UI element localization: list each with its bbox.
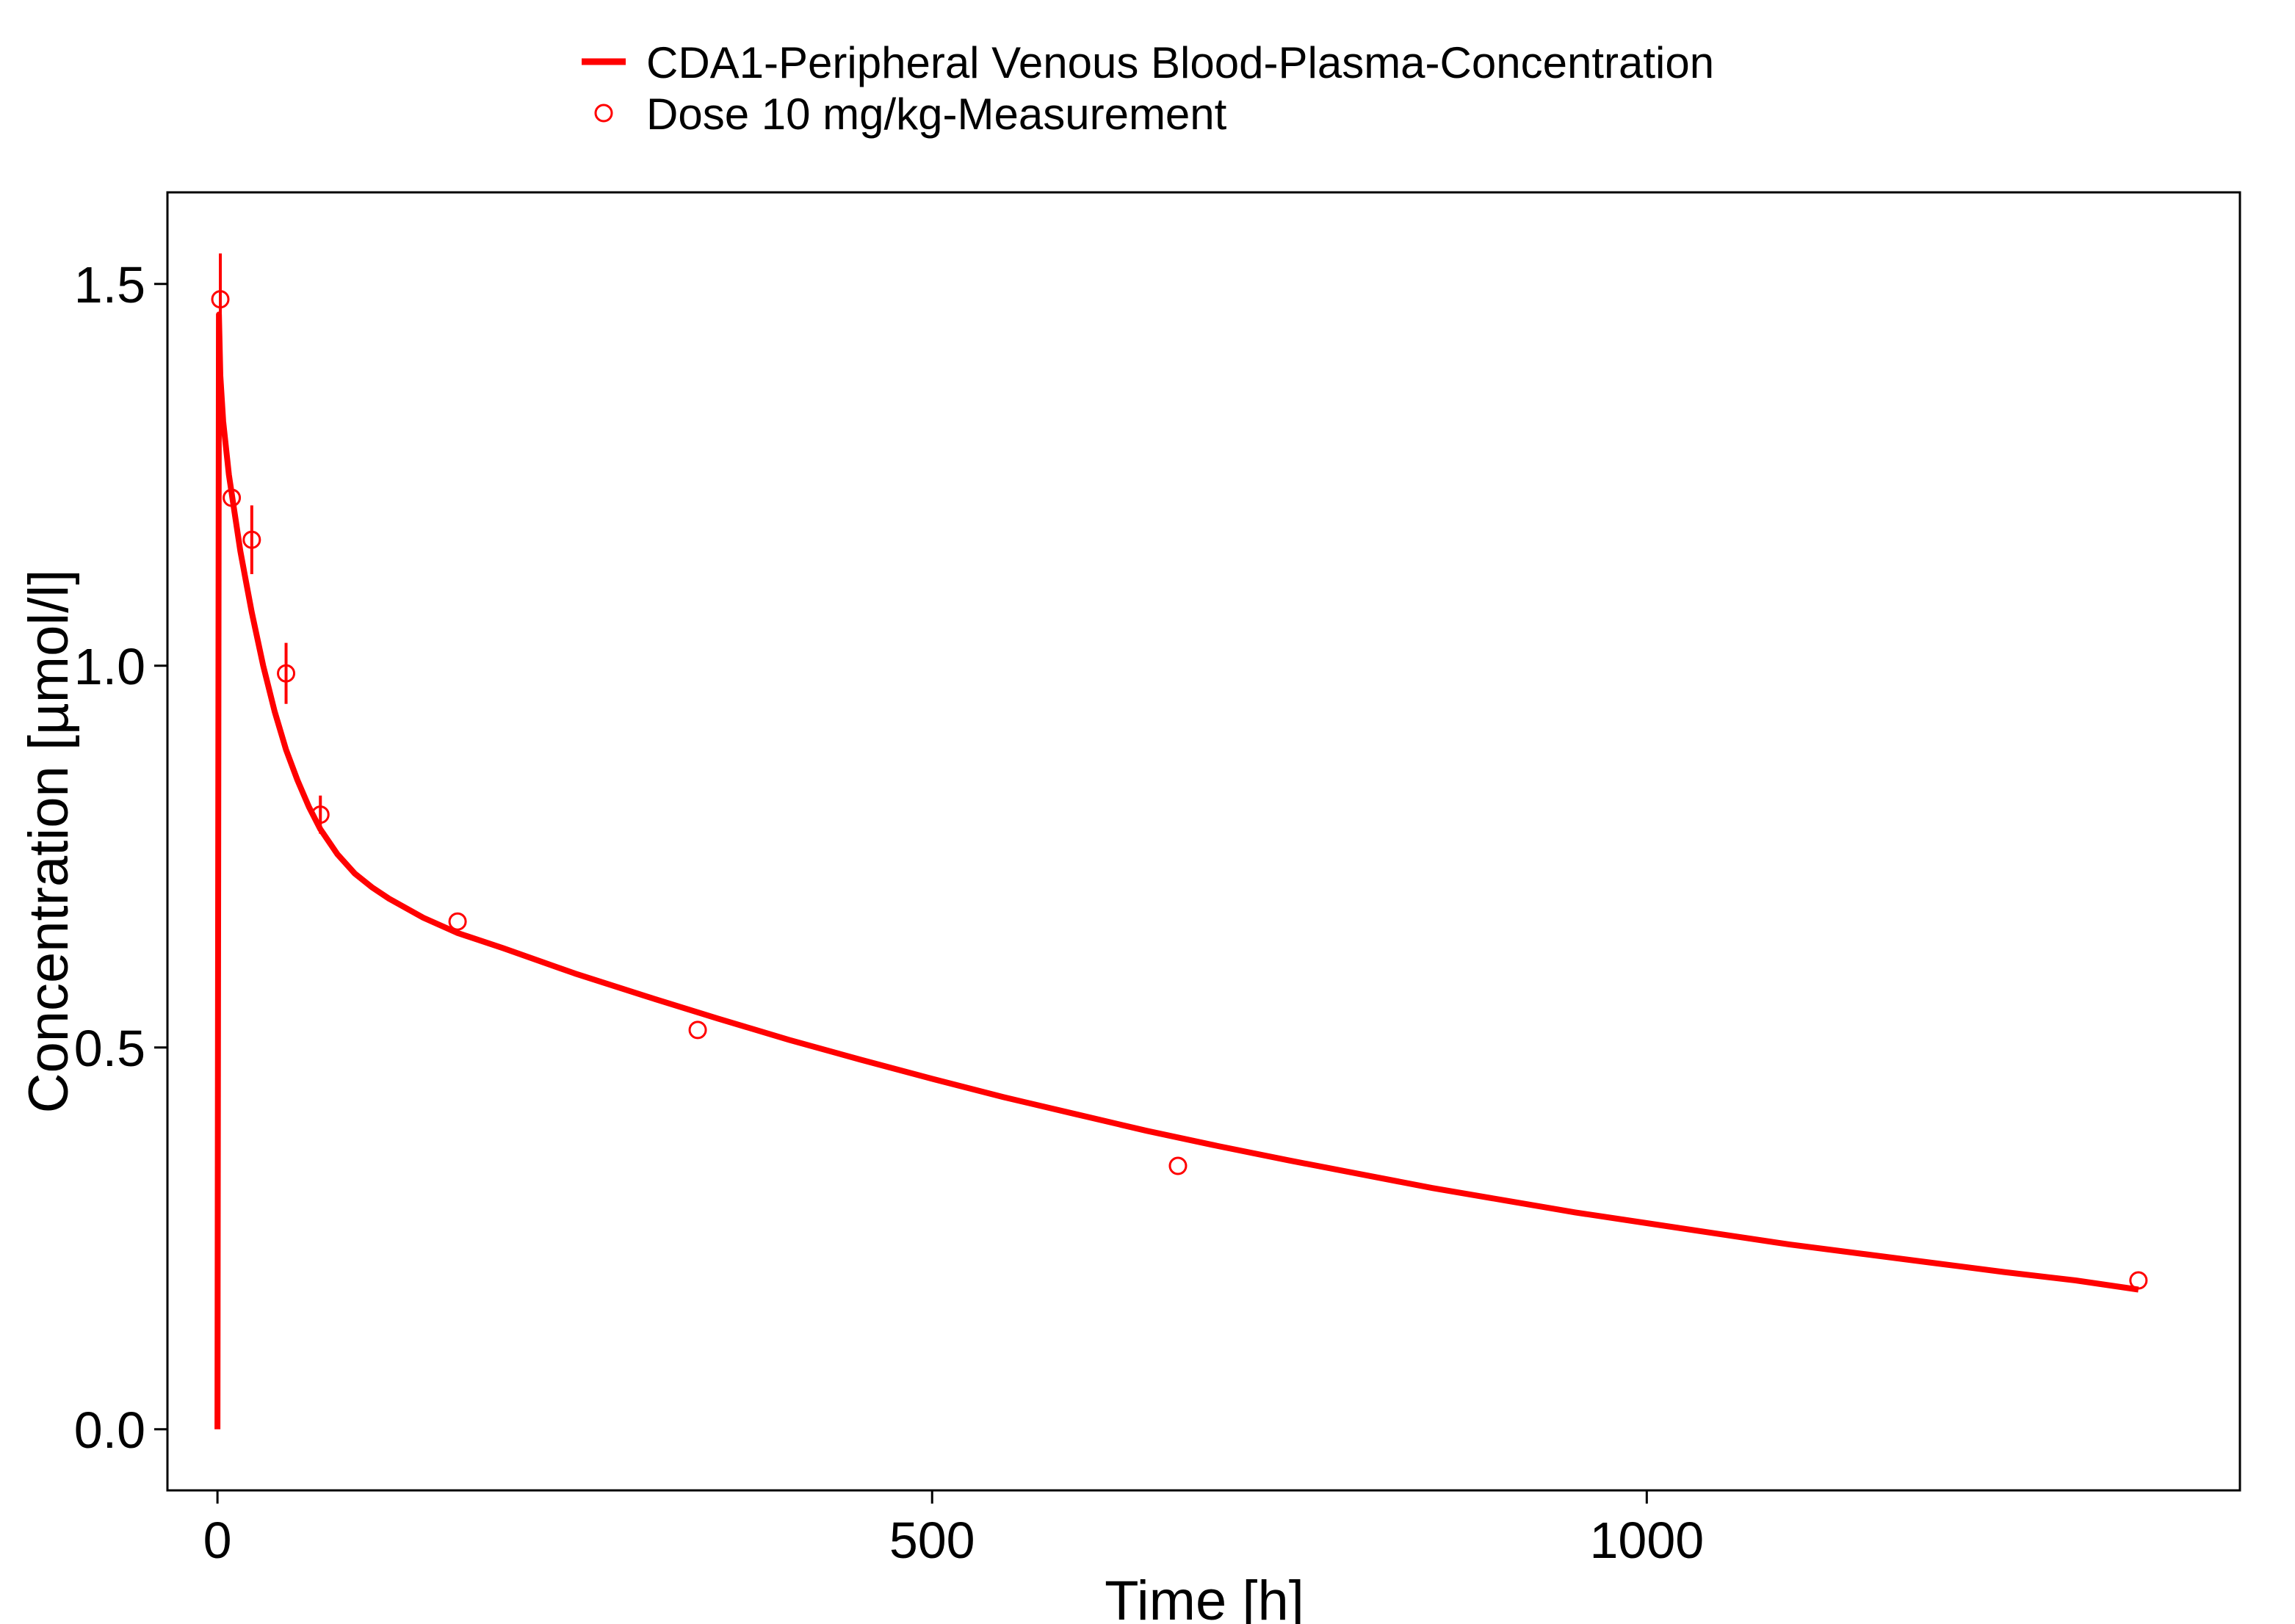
plot-frame [166,191,2241,1492]
y-tick-label: 0.0 [74,1402,145,1459]
data-point [2129,1271,2148,1290]
x-tick-label: 500 [889,1512,975,1569]
x-axis: 0 500 1000 [203,1490,1704,1569]
y-axis-title: Concentration [µmol/l] [18,570,80,1114]
data-point [688,1021,707,1040]
x-axis-title: Time [h] [1105,1570,1304,1624]
data-point [448,912,467,931]
series-line [214,311,2139,1429]
data-point [277,664,296,683]
y-tick-label: 0.5 [74,1020,145,1077]
legend-label-line: CDA1-Peripheral Venous Blood-Plasma-Conc… [646,38,1714,87]
data-point [311,805,330,824]
x-tick-label: 0 [203,1512,232,1569]
legend: CDA1-Peripheral Venous Blood-Plasma-Conc… [582,38,1714,139]
data-point [223,488,242,507]
data-point [1168,1156,1188,1175]
x-tick-label: 1000 [1589,1512,1704,1569]
y-axis: 0.0 0.5 1.0 1.5 [74,256,167,1459]
data-point [242,530,261,549]
legend-label-scatter: Dose 10 mg/kg-Measurement [646,90,1227,139]
y-tick-label: 1.5 [74,256,145,313]
data-point [211,290,230,309]
legend-marker-swatch [594,104,613,123]
y-tick-label: 1.0 [74,638,145,695]
series-layer [211,253,2148,1429]
